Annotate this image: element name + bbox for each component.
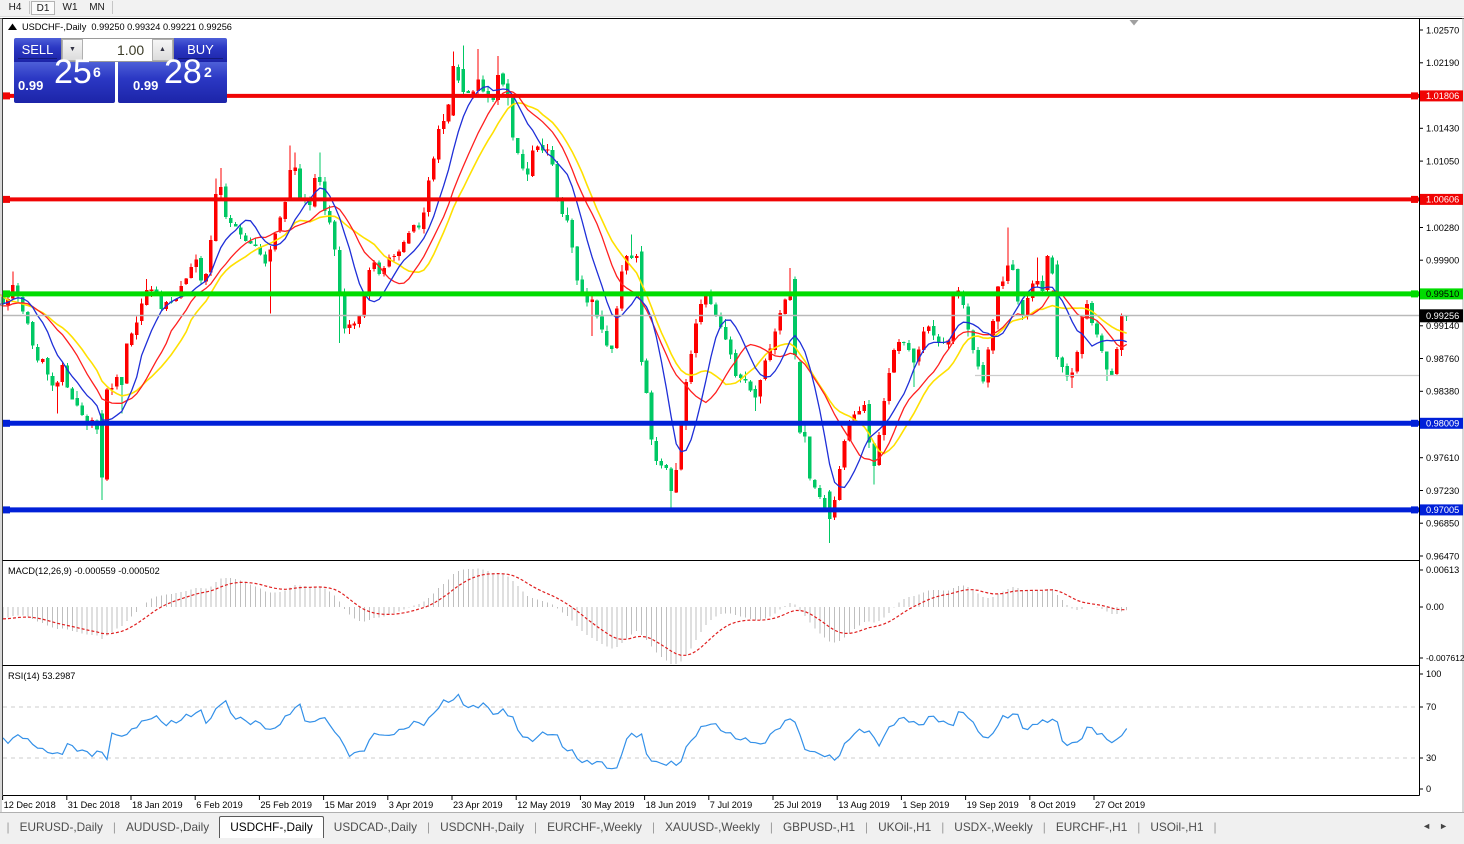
- svg-text:1.01806: 1.01806: [1426, 91, 1459, 101]
- svg-text:70: 70: [1426, 702, 1436, 712]
- svg-text:31 Dec 2018: 31 Dec 2018: [68, 800, 120, 810]
- svg-text:100: 100: [1426, 669, 1441, 679]
- svg-text:3 Apr 2019: 3 Apr 2019: [389, 800, 433, 810]
- svg-text:0.00: 0.00: [1426, 602, 1444, 612]
- svg-text:0.96850: 0.96850: [1426, 519, 1459, 529]
- svg-text:30 May 2019: 30 May 2019: [581, 800, 634, 810]
- svg-text:0.99510: 0.99510: [1426, 289, 1459, 299]
- svg-text:25 Feb 2019: 25 Feb 2019: [260, 800, 312, 810]
- svg-text:0.98009: 0.98009: [1426, 419, 1459, 429]
- svg-text:0.99900: 0.99900: [1426, 256, 1459, 266]
- svg-text:0.99140: 0.99140: [1426, 321, 1459, 331]
- svg-text:1.00606: 1.00606: [1426, 195, 1459, 205]
- svg-text:18 Jan 2019: 18 Jan 2019: [132, 800, 183, 810]
- svg-text:0.98380: 0.98380: [1426, 387, 1459, 397]
- svg-text:12 Dec 2018: 12 Dec 2018: [4, 800, 56, 810]
- svg-text:27 Oct 2019: 27 Oct 2019: [1095, 800, 1145, 810]
- svg-text:1.00280: 1.00280: [1426, 223, 1459, 233]
- svg-text:13 Aug 2019: 13 Aug 2019: [838, 800, 890, 810]
- svg-text:0.98760: 0.98760: [1426, 354, 1459, 364]
- svg-text:8 Oct 2019: 8 Oct 2019: [1031, 800, 1076, 810]
- svg-text:15 Mar 2019: 15 Mar 2019: [325, 800, 377, 810]
- svg-text:7 Jul 2019: 7 Jul 2019: [710, 800, 752, 810]
- svg-text:1.01050: 1.01050: [1426, 156, 1459, 166]
- svg-text:0.97230: 0.97230: [1426, 486, 1459, 496]
- svg-text:0: 0: [1426, 784, 1431, 794]
- svg-text:USDCHF-,Daily 0.99250 0.99324: USDCHF-,Daily 0.99250 0.99324 0.99221 0.…: [22, 22, 232, 32]
- svg-text:12 May 2019: 12 May 2019: [517, 800, 570, 810]
- svg-text:1 Sep 2019: 1 Sep 2019: [902, 800, 949, 810]
- svg-text:6 Feb 2019: 6 Feb 2019: [196, 800, 243, 810]
- svg-text:0.97610: 0.97610: [1426, 453, 1459, 463]
- svg-text:RSI(14) 53.2987: RSI(14) 53.2987: [8, 671, 75, 681]
- svg-text:0.96470: 0.96470: [1426, 551, 1459, 561]
- svg-text:18 Jun 2019: 18 Jun 2019: [646, 800, 697, 810]
- svg-text:-0.007612: -0.007612: [1426, 653, 1464, 663]
- svg-text:MACD(12,26,9) -0.000559 -0.000: MACD(12,26,9) -0.000559 -0.000502: [8, 566, 160, 576]
- svg-text:1.02570: 1.02570: [1426, 25, 1459, 35]
- svg-text:0.97005: 0.97005: [1426, 505, 1459, 515]
- svg-text:0.00613: 0.00613: [1426, 565, 1459, 575]
- svg-text:23 Apr 2019: 23 Apr 2019: [453, 800, 503, 810]
- svg-text:0.99256: 0.99256: [1426, 311, 1459, 321]
- svg-text:1.01430: 1.01430: [1426, 124, 1459, 134]
- svg-text:1.02190: 1.02190: [1426, 58, 1459, 68]
- svg-text:19 Sep 2019: 19 Sep 2019: [967, 800, 1019, 810]
- svg-text:25 Jul 2019: 25 Jul 2019: [774, 800, 822, 810]
- svg-text:30: 30: [1426, 753, 1436, 763]
